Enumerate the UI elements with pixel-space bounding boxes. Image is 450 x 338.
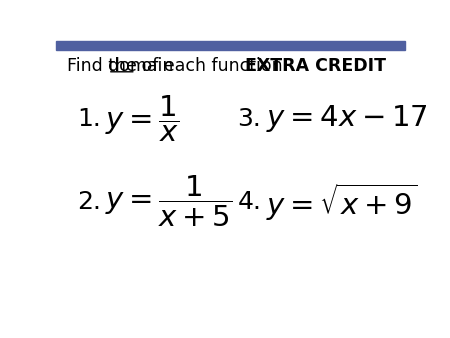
Text: Find the: Find the [67,57,142,75]
Text: domain: domain [108,57,173,75]
Text: $y = 4x - 17$: $y = 4x - 17$ [266,103,427,134]
Text: of each function:: of each function: [136,57,305,75]
Text: $y = \dfrac{1}{x}$: $y = \dfrac{1}{x}$ [105,94,179,144]
Text: EXTRA CREDIT: EXTRA CREDIT [245,57,386,75]
Text: $y = \sqrt{x+9}$: $y = \sqrt{x+9}$ [266,181,417,223]
Text: $y = \dfrac{1}{x+5}$: $y = \dfrac{1}{x+5}$ [105,174,232,230]
Text: 1.: 1. [77,106,101,131]
Bar [56,41,405,50]
Text: 2.: 2. [77,190,101,214]
Text: 3.: 3. [238,106,261,131]
Text: 4.: 4. [238,190,261,214]
